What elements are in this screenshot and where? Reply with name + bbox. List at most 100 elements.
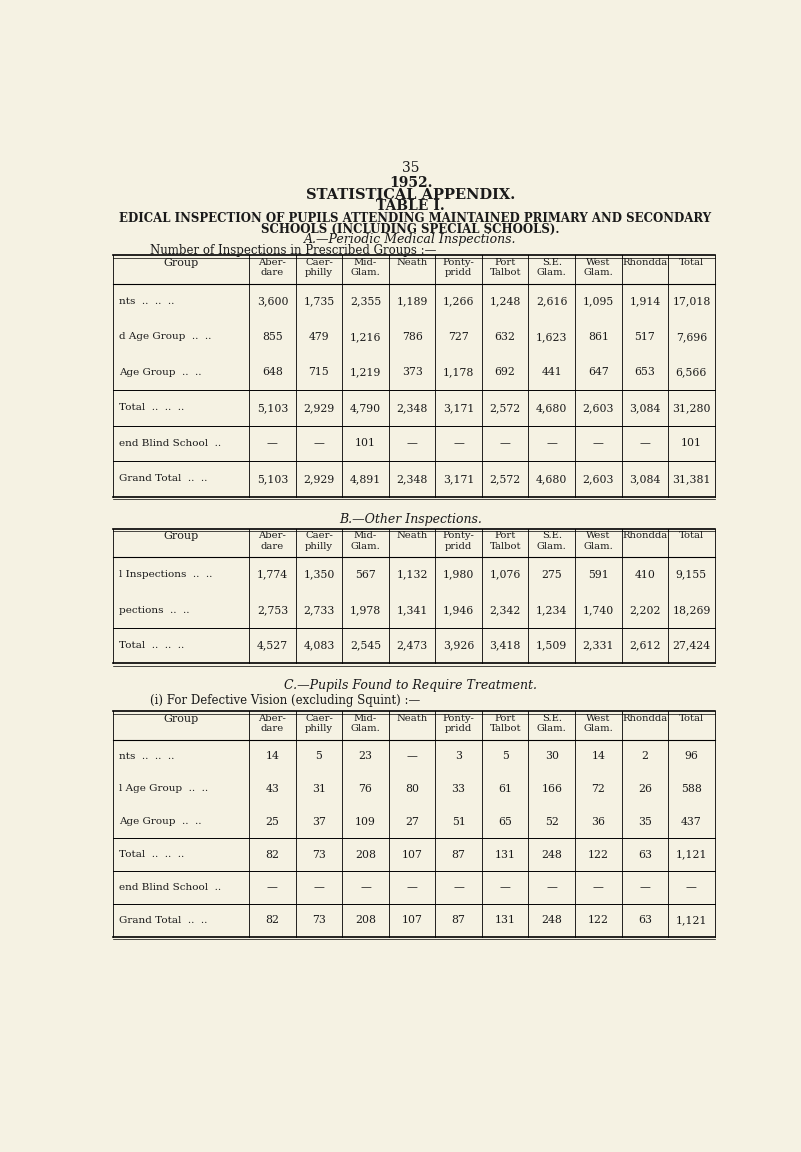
Text: Total  ..  ..  ..: Total .. .. .. (119, 403, 184, 412)
Text: l Age Group  ..  ..: l Age Group .. .. (119, 785, 208, 794)
Text: 3,171: 3,171 (443, 403, 474, 412)
Text: 2,331: 2,331 (582, 641, 614, 651)
Text: 1,132: 1,132 (396, 569, 428, 579)
Text: 82: 82 (265, 849, 280, 859)
Text: Total  ..  ..  ..: Total .. .. .. (119, 642, 184, 650)
Text: S.E.
Glam.: S.E. Glam. (537, 531, 566, 551)
Text: 166: 166 (541, 783, 562, 794)
Text: —: — (407, 882, 417, 893)
Text: 2,572: 2,572 (489, 403, 521, 412)
Text: 1,978: 1,978 (350, 605, 381, 615)
Text: 373: 373 (401, 367, 422, 378)
Text: 31,280: 31,280 (672, 403, 710, 412)
Text: 653: 653 (634, 367, 655, 378)
Text: Grand Total  ..  ..: Grand Total .. .. (119, 475, 207, 484)
Text: 5,103: 5,103 (256, 403, 288, 412)
Text: 648: 648 (262, 367, 283, 378)
Text: 3,171: 3,171 (443, 473, 474, 484)
Text: Port
Talbot: Port Talbot (489, 258, 521, 278)
Text: 80: 80 (405, 783, 419, 794)
Text: 17,018: 17,018 (672, 296, 710, 306)
Text: Grand Total  ..  ..: Grand Total .. .. (119, 916, 207, 925)
Text: Group: Group (163, 531, 199, 541)
Text: 25: 25 (265, 817, 280, 827)
Text: 1,248: 1,248 (489, 296, 521, 306)
Text: 63: 63 (638, 849, 652, 859)
Text: 14: 14 (591, 751, 606, 761)
Text: 1,914: 1,914 (630, 296, 661, 306)
Text: 3: 3 (455, 751, 462, 761)
Text: 861: 861 (588, 332, 609, 342)
Text: end Blind School  ..: end Blind School .. (119, 882, 221, 892)
Text: —: — (639, 882, 650, 893)
Text: 588: 588 (681, 783, 702, 794)
Text: 208: 208 (355, 915, 376, 925)
Text: 33: 33 (452, 783, 465, 794)
Text: 1,623: 1,623 (536, 332, 567, 342)
Text: 122: 122 (588, 849, 609, 859)
Text: 2: 2 (642, 751, 648, 761)
Text: 2,616: 2,616 (536, 296, 567, 306)
Text: 591: 591 (588, 569, 609, 579)
Text: Caer-
philly: Caer- philly (305, 714, 333, 734)
Text: 4,680: 4,680 (536, 403, 567, 412)
Text: EDICAL INSPECTION OF PUPILS ATTENDING MAINTAINED PRIMARY AND SECONDARY: EDICAL INSPECTION OF PUPILS ATTENDING MA… (119, 212, 710, 225)
Text: 1,509: 1,509 (536, 641, 567, 651)
Text: 2,929: 2,929 (304, 473, 335, 484)
Text: 3,418: 3,418 (489, 641, 521, 651)
Text: 248: 248 (541, 849, 562, 859)
Text: 1,121: 1,121 (676, 849, 707, 859)
Text: 61: 61 (498, 783, 512, 794)
Text: (i) For Defective Vision (excluding Squint) :—: (i) For Defective Vision (excluding Squi… (150, 694, 420, 706)
Text: —: — (313, 439, 324, 448)
Text: 63: 63 (638, 915, 652, 925)
Text: 632: 632 (495, 332, 516, 342)
Text: nts  ..  ..  ..: nts .. .. .. (119, 751, 174, 760)
Text: 3,926: 3,926 (443, 641, 474, 651)
Text: 73: 73 (312, 915, 326, 925)
Text: 4,527: 4,527 (257, 641, 288, 651)
Text: 9,155: 9,155 (676, 569, 707, 579)
Text: 26: 26 (638, 783, 652, 794)
Text: 73: 73 (312, 849, 326, 859)
Text: 517: 517 (634, 332, 655, 342)
Text: Ponty-
pridd: Ponty- pridd (443, 531, 474, 551)
Text: 109: 109 (355, 817, 376, 827)
Text: end Blind School  ..: end Blind School .. (119, 439, 221, 448)
Text: 1,216: 1,216 (350, 332, 381, 342)
Text: 72: 72 (591, 783, 606, 794)
Text: 96: 96 (685, 751, 698, 761)
Text: 1,234: 1,234 (536, 605, 567, 615)
Text: —: — (453, 882, 464, 893)
Text: 2,545: 2,545 (350, 641, 381, 651)
Text: 2,348: 2,348 (396, 473, 428, 484)
Text: 479: 479 (308, 332, 329, 342)
Text: 727: 727 (449, 332, 469, 342)
Text: C.—Pupils Found to Require Treatment.: C.—Pupils Found to Require Treatment. (284, 680, 537, 692)
Text: 692: 692 (495, 367, 516, 378)
Text: nts  ..  ..  ..: nts .. .. .. (119, 297, 174, 306)
Text: 2,603: 2,603 (582, 473, 614, 484)
Text: 3,084: 3,084 (629, 403, 661, 412)
Text: 1,219: 1,219 (350, 367, 381, 378)
Text: 1,946: 1,946 (443, 605, 474, 615)
Text: 3,600: 3,600 (256, 296, 288, 306)
Text: pections  ..  ..: pections .. .. (119, 606, 189, 615)
Text: STATISTICAL APPENDIX.: STATISTICAL APPENDIX. (306, 188, 515, 202)
Text: 567: 567 (355, 569, 376, 579)
Text: 1,740: 1,740 (582, 605, 614, 615)
Text: Number of Inspections in Prescribed Groups :—: Number of Inspections in Prescribed Grou… (150, 244, 437, 257)
Text: 107: 107 (401, 849, 422, 859)
Text: —: — (500, 439, 510, 448)
Text: 87: 87 (452, 915, 465, 925)
Text: Age Group  ..  ..: Age Group .. .. (119, 817, 201, 826)
Text: Mid-
Glam.: Mid- Glam. (351, 258, 380, 278)
Text: 2,342: 2,342 (489, 605, 521, 615)
Text: 441: 441 (541, 367, 562, 378)
Text: Port
Talbot: Port Talbot (489, 714, 521, 734)
Text: 1,076: 1,076 (489, 569, 521, 579)
Text: 82: 82 (265, 915, 280, 925)
Text: 6,566: 6,566 (676, 367, 707, 378)
Text: Total  ..  ..  ..: Total .. .. .. (119, 850, 184, 859)
Text: West
Glam.: West Glam. (583, 258, 614, 278)
